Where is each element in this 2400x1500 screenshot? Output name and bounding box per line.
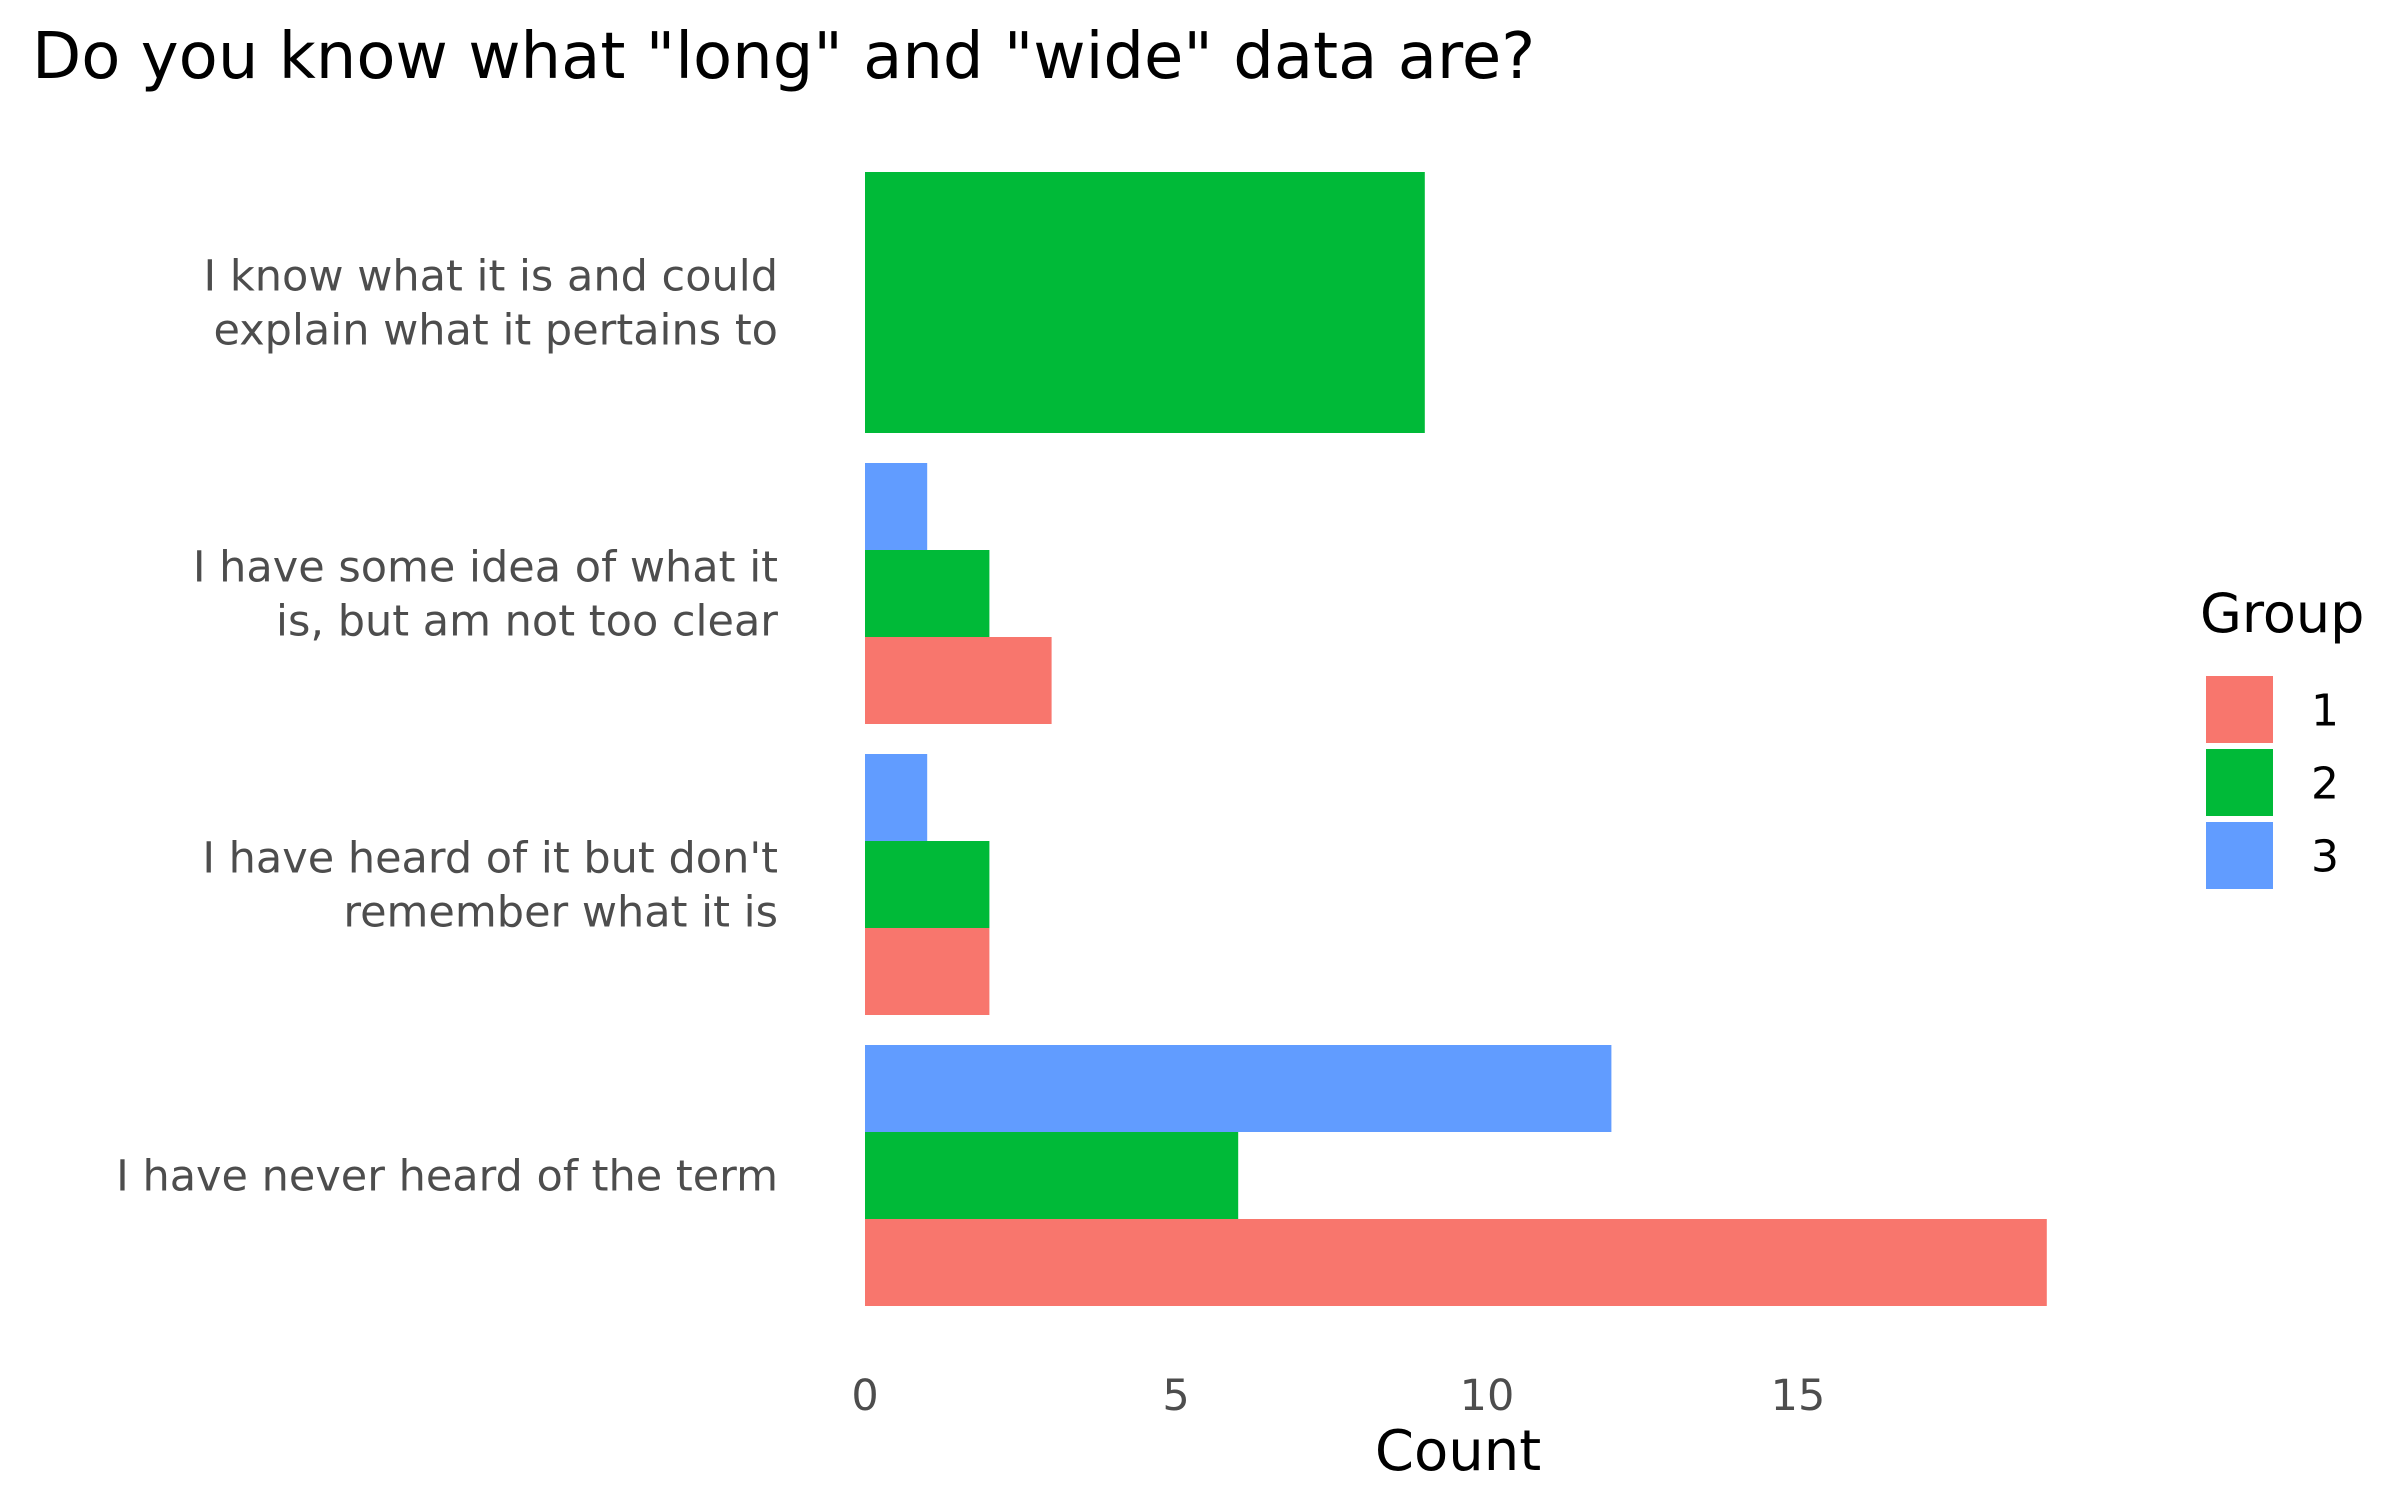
chart-title: Do you know what "long" and "wide" data …: [32, 20, 1535, 94]
x-tick-label-0: 0: [851, 1371, 878, 1421]
bar-group2-category2: [865, 550, 990, 637]
bar-group2-category3: [865, 841, 990, 928]
bar-group1-category2: [865, 637, 1052, 724]
x-axis-ticks: 0 5 10 15: [851, 1371, 1825, 1421]
bar-group3-category3: [865, 754, 928, 841]
category-label-3-line-1: I have heard of it but don't: [202, 834, 778, 884]
category-label-4-line-1: I have never heard of the term: [116, 1152, 778, 1202]
x-tick-label-10: 10: [1460, 1371, 1515, 1421]
category-label-1-line-2: explain what it pertains to: [214, 306, 778, 356]
bar-group3-category4: [865, 1045, 1612, 1132]
bars-group: [865, 172, 2047, 1306]
legend-key-3: [2206, 822, 2273, 889]
category-label-3-line-2: remember what it is: [343, 888, 778, 938]
bar-group1-category3: [865, 928, 990, 1015]
x-tick-label-5: 5: [1162, 1371, 1189, 1421]
legend-label-1: 1: [2311, 686, 2339, 737]
legend-label-2: 2: [2311, 759, 2339, 810]
bar-group3-category2: [865, 463, 928, 550]
category-label-2-line-2: is, but am not too clear: [276, 597, 778, 647]
bar-group1-category4: [865, 1219, 2047, 1306]
legend-key-1: [2206, 676, 2273, 743]
legend-key-2: [2206, 749, 2273, 816]
category-label-1-line-1: I know what it is and could: [204, 252, 778, 302]
bar-group2-category1: [865, 172, 1425, 433]
category-label-2-line-1: I have some idea of what it: [193, 543, 778, 593]
legend: Group 1 2 3: [2200, 582, 2364, 889]
legend-label-3: 3: [2311, 832, 2339, 883]
legend-title: Group: [2200, 582, 2364, 645]
x-tick-label-15: 15: [1771, 1371, 1826, 1421]
bar-group2-category4: [865, 1132, 1239, 1219]
x-axis-title: Count: [1375, 1419, 1541, 1484]
